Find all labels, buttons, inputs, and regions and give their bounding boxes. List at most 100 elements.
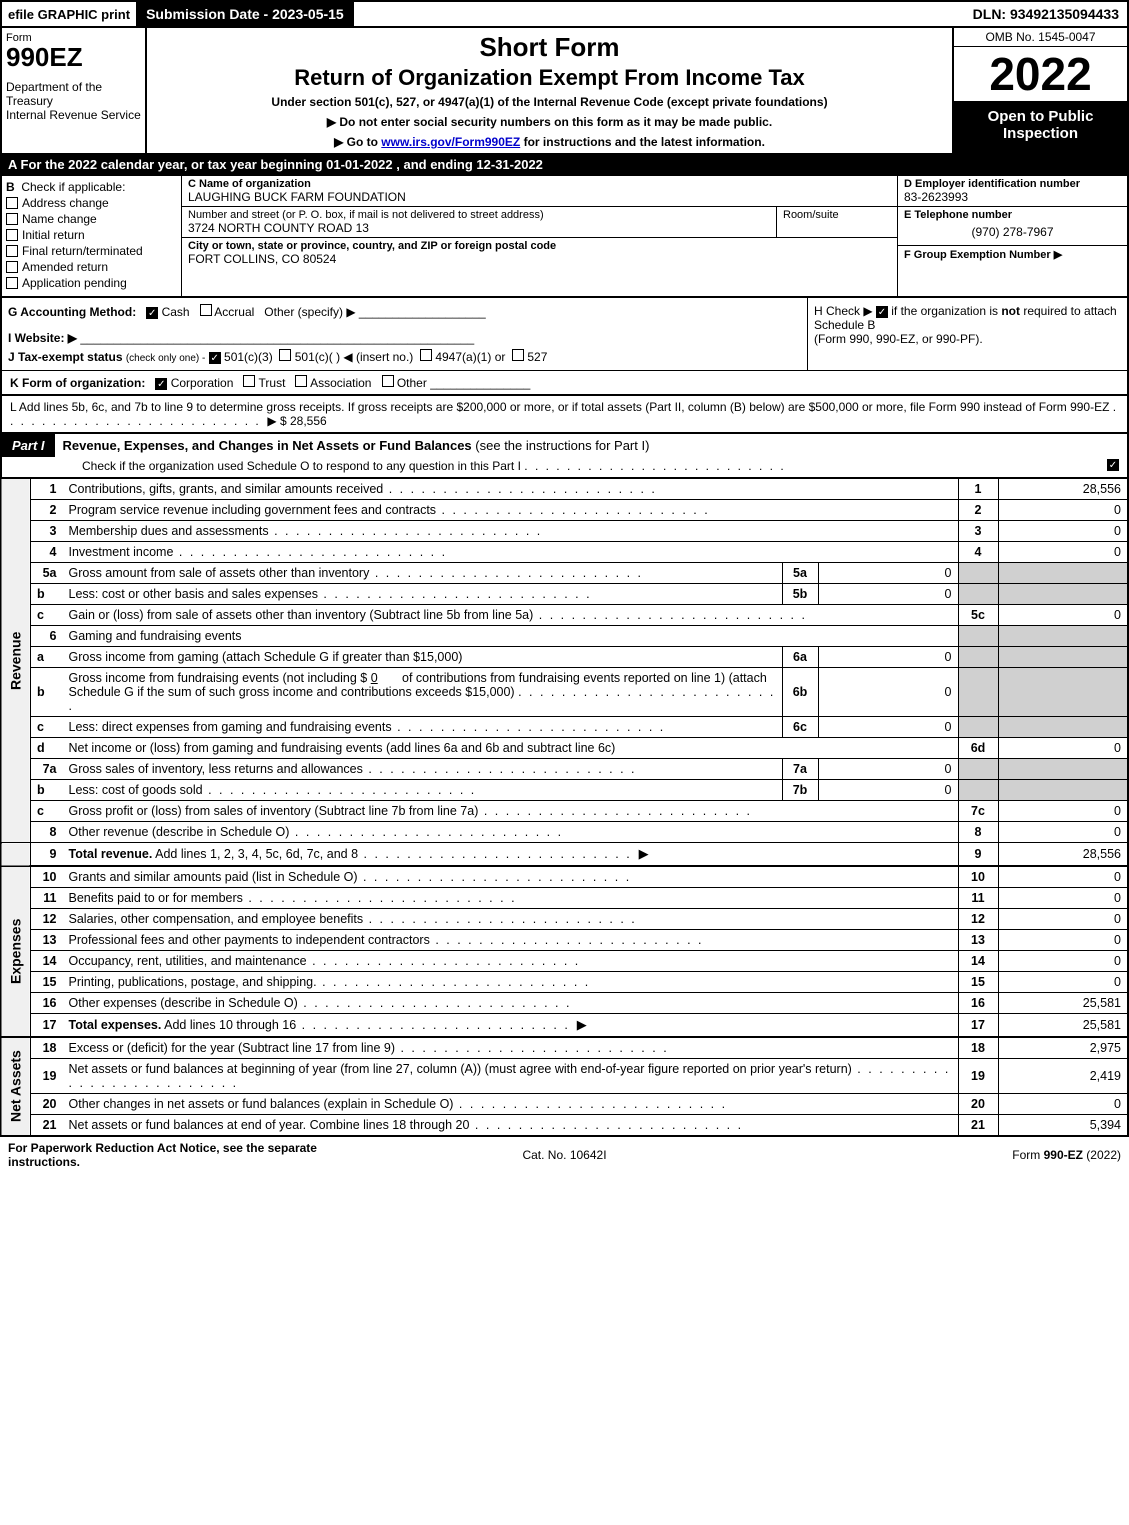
line-box: 11 — [958, 888, 998, 909]
line-6a: a Gross income from gaming (attach Sched… — [1, 647, 1128, 668]
department-label: Department of the Treasury Internal Reve… — [6, 80, 141, 122]
dots — [317, 975, 591, 989]
part1-sub-text: Check if the organization used Schedule … — [82, 459, 1107, 473]
line-num: 14 — [31, 951, 63, 972]
shaded-cell — [998, 647, 1128, 668]
i-line: ________________________________________… — [80, 331, 474, 345]
line-val: 0 — [998, 542, 1128, 563]
shaded-cell — [998, 584, 1128, 605]
line-num: 5a — [31, 563, 63, 584]
line-desc: Gain or (loss) from sale of assets other… — [63, 605, 959, 626]
dots — [243, 891, 517, 905]
line-box: 13 — [958, 930, 998, 951]
desc-text: Net assets or fund balances at beginning… — [69, 1062, 852, 1076]
shaded-cell — [958, 584, 998, 605]
shaded-cell — [998, 780, 1128, 801]
line-desc: Gross amount from sale of assets other t… — [63, 563, 783, 584]
footer: For Paperwork Reduction Act Notice, see … — [0, 1137, 1129, 1173]
part1-title: Revenue, Expenses, and Changes in Net As… — [55, 436, 1127, 455]
line-box: 16 — [958, 993, 998, 1014]
check-amended-return[interactable]: Amended return — [6, 260, 177, 274]
line-desc: Benefits paid to or for members — [63, 888, 959, 909]
short-form-title: Short Form — [153, 32, 946, 63]
g-accounting-method: G Accounting Method: ✓ Cash Accrual Othe… — [8, 304, 801, 319]
line-num: 3 — [31, 521, 63, 542]
line-sub: b — [31, 780, 63, 801]
j-527: 527 — [527, 350, 547, 364]
inner-val: 0 — [818, 759, 958, 780]
footer-right: Form 990-EZ (2022) — [750, 1148, 1121, 1162]
check-name-change[interactable]: Name change — [6, 212, 177, 226]
dots — [358, 847, 632, 861]
city-value: FORT COLLINS, CO 80524 — [188, 252, 891, 266]
line-val: 0 — [998, 521, 1128, 542]
g-other: Other (specify) ▶ — [264, 305, 355, 319]
dln-label: DLN: 93492135094433 — [965, 4, 1127, 24]
line-num: 13 — [31, 930, 63, 951]
line-box: 9 — [958, 843, 998, 867]
k-assoc: Association — [310, 376, 371, 390]
g-accrual: Accrual — [214, 305, 254, 319]
street-cell: Number and street (or P. O. box, if mail… — [182, 207, 777, 237]
line-num: 11 — [31, 888, 63, 909]
line-val: 0 — [998, 738, 1128, 759]
column-c: C Name of organization LAUGHING BUCK FAR… — [182, 176, 897, 296]
shaded-cell — [958, 647, 998, 668]
dots — [296, 1018, 570, 1032]
inner-val: 0 — [818, 584, 958, 605]
tax-year: 2022 — [954, 47, 1127, 102]
j-501c3: 501(c)(3) — [224, 350, 273, 364]
line-num: 12 — [31, 909, 63, 930]
checkbox-icon — [6, 213, 18, 225]
shaded-cell — [998, 626, 1128, 647]
part1-table: Revenue 1 Contributions, gifts, grants, … — [0, 478, 1129, 1137]
line-val: 0 — [998, 866, 1128, 888]
shaded-cell — [958, 563, 998, 584]
line-18: Net Assets 18 Excess or (deficit) for th… — [1, 1037, 1128, 1059]
check-initial-return[interactable]: Initial return — [6, 228, 177, 242]
line-num: 1 — [31, 479, 63, 500]
line-box: 20 — [958, 1094, 998, 1115]
l-text: L Add lines 5b, 6c, and 7b to line 9 to … — [10, 400, 1109, 414]
shaded-cell — [998, 563, 1128, 584]
shaded-cell — [998, 717, 1128, 738]
dots — [369, 566, 643, 580]
part1-header: Part I Revenue, Expenses, and Changes in… — [0, 434, 1129, 457]
line-val: 5,394 — [998, 1115, 1128, 1137]
checked-icon: ✓ — [1107, 459, 1119, 471]
line-20: 20 Other changes in net assets or fund b… — [1, 1094, 1128, 1115]
line-box: 19 — [958, 1059, 998, 1094]
dots — [383, 482, 657, 496]
k-label: K Form of organization: — [10, 376, 145, 390]
desc-text: Gain or (loss) from sale of assets other… — [69, 608, 534, 622]
dots — [203, 783, 477, 797]
line-12: 12 Salaries, other compensation, and emp… — [1, 909, 1128, 930]
line-num: 9 — [31, 843, 63, 867]
subtitle: Under section 501(c), 527, or 4947(a)(1)… — [153, 95, 946, 109]
desc-text: Occupancy, rent, utilities, and maintena… — [69, 954, 307, 968]
irs-link[interactable]: www.irs.gov/Form990EZ — [381, 135, 520, 149]
line-num: 16 — [31, 993, 63, 1014]
check-final-return[interactable]: Final return/terminated — [6, 244, 177, 258]
inner-val: 0 — [818, 668, 958, 717]
inner-box: 7b — [782, 780, 818, 801]
h-text5: (Form 990, 990-EZ, or 990-PF). — [814, 332, 983, 346]
dots — [395, 1041, 669, 1055]
instr2-suffix: for instructions and the latest informat… — [520, 135, 765, 149]
line-box: 6d — [958, 738, 998, 759]
check-address-change[interactable]: Address change — [6, 196, 177, 210]
check-application-pending[interactable]: Application pending — [6, 276, 177, 290]
dots — [173, 545, 447, 559]
line-val: 0 — [998, 1094, 1128, 1115]
checkbox-icon — [6, 197, 18, 209]
desc-text: Salaries, other compensation, and employ… — [69, 912, 364, 926]
phone-value: (970) 278-7967 — [904, 221, 1121, 243]
line-box: 2 — [958, 500, 998, 521]
check-label: Application pending — [22, 276, 127, 290]
shaded-cell — [958, 717, 998, 738]
desc-text: Gross sales of inventory, less returns a… — [69, 762, 363, 776]
checkbox-icon — [6, 245, 18, 257]
h-not: not — [1001, 304, 1020, 318]
check-label: Final return/terminated — [22, 244, 143, 258]
line-sub: b — [31, 584, 63, 605]
